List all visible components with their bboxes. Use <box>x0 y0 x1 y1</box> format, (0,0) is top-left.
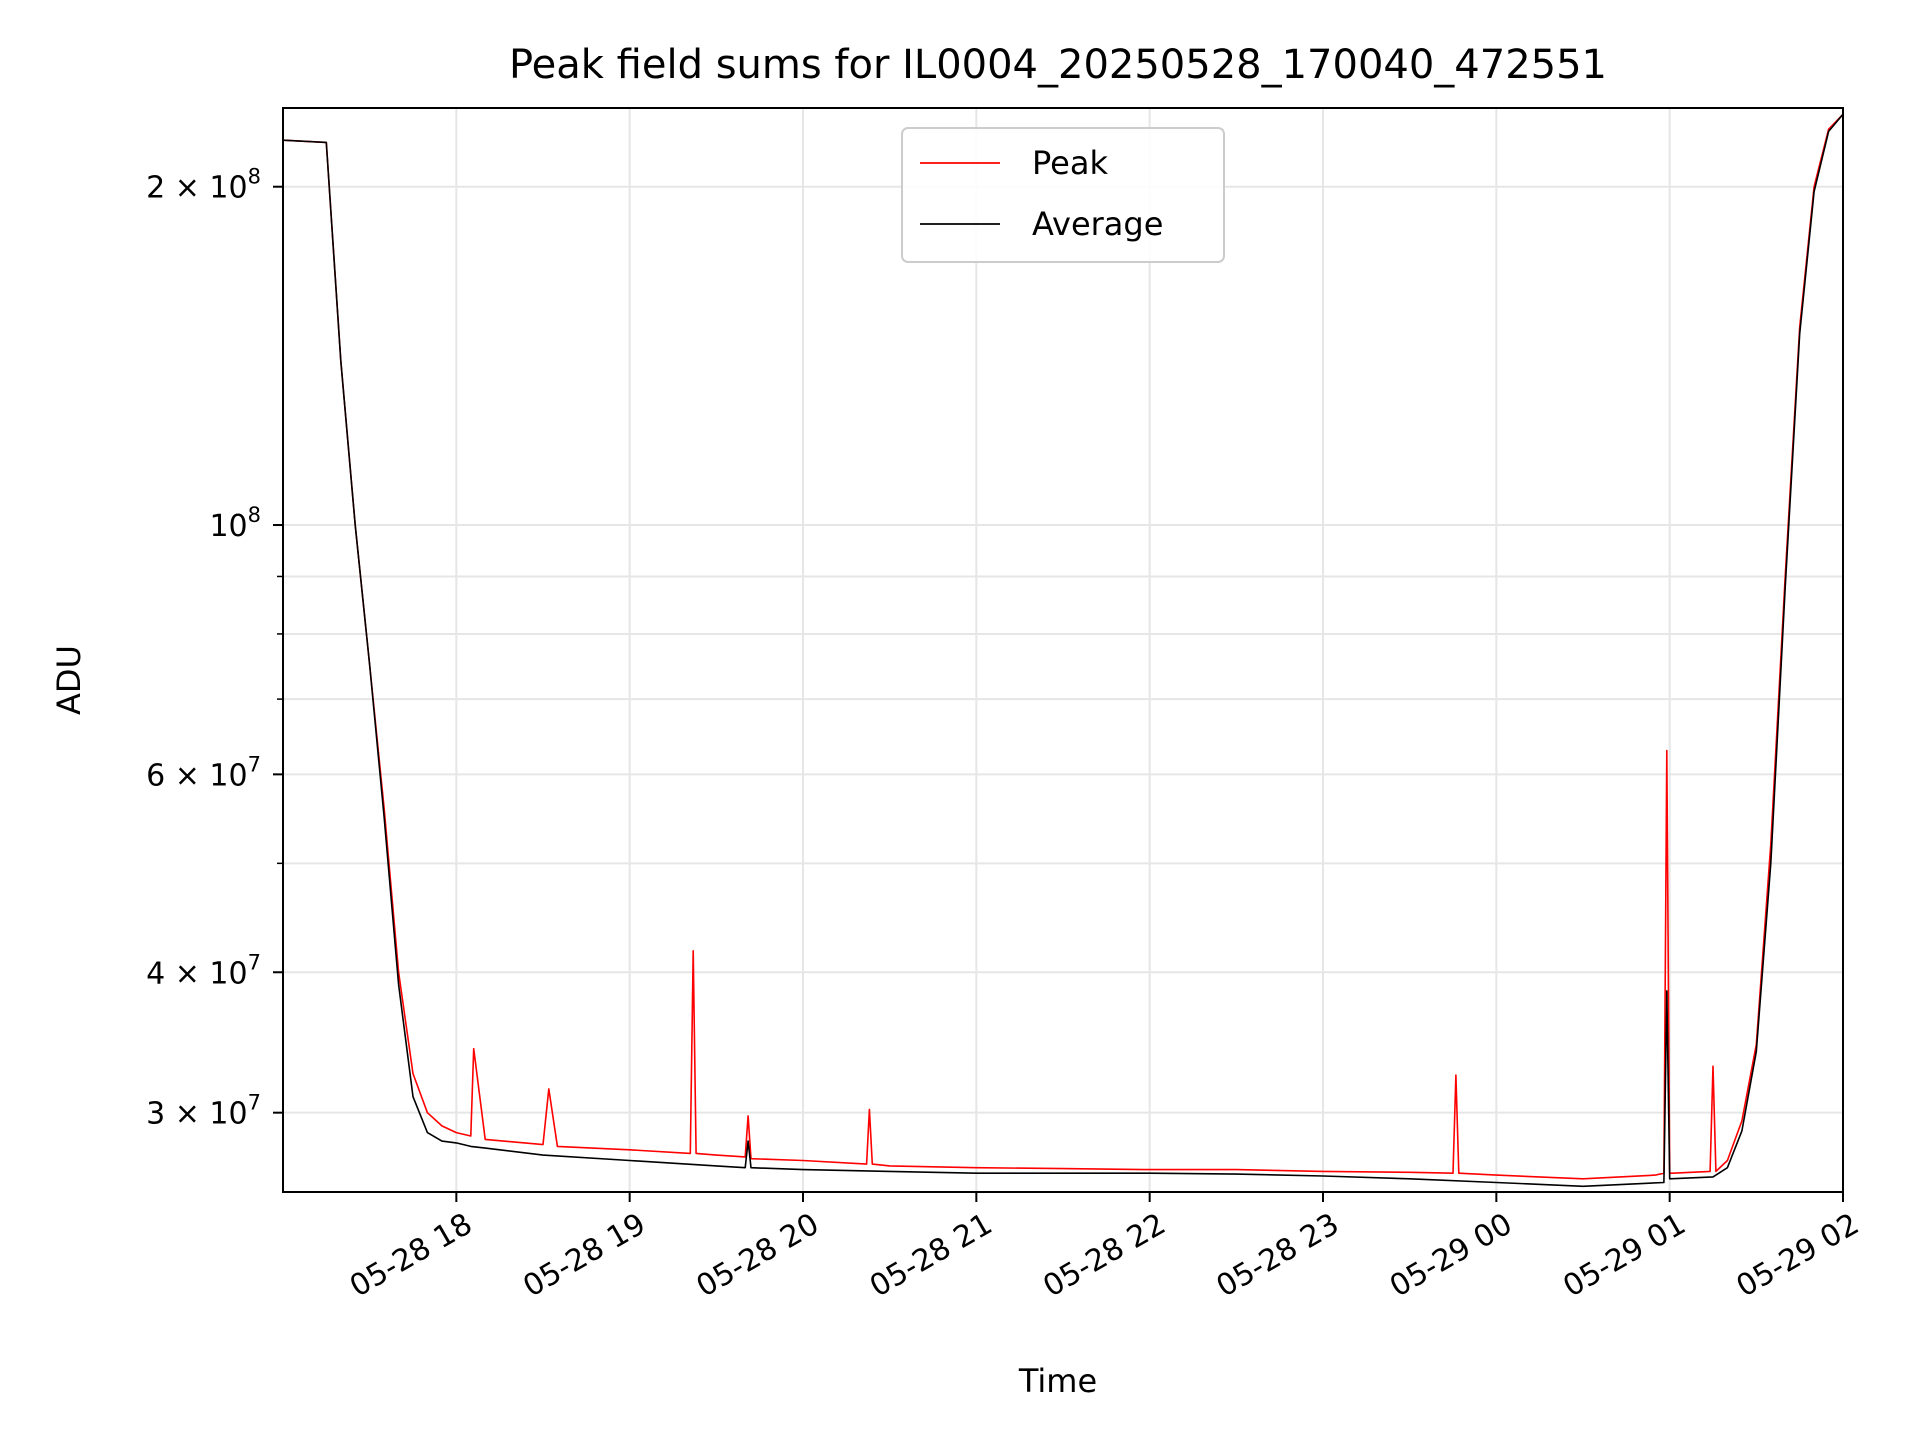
axes-frame <box>282 107 1844 1193</box>
plot-series <box>283 113 1843 1188</box>
x-axis-label: Time <box>1018 1362 1097 1400</box>
series-line-peak <box>283 113 1843 1180</box>
y-axis-label: ADU <box>50 645 88 715</box>
y-tick-label: 108 <box>209 503 261 544</box>
y-tick-label: 6 × 107 <box>146 752 261 793</box>
y-tick-label: 3 × 107 <box>146 1091 261 1132</box>
y-tick-label: 4 × 107 <box>146 950 261 991</box>
chart-title: Peak field sums for IL0004_20250528_1700… <box>509 42 1607 88</box>
y-axis: 3 × 107 4 × 107 6 × 107 108 2 × 108 <box>146 165 283 1132</box>
series-line-average <box>283 113 1843 1188</box>
legend-label-peak: Peak <box>1032 144 1108 182</box>
legend: Peak Average <box>901 127 1225 263</box>
legend-box <box>901 127 1225 263</box>
y-tick-label: 2 × 108 <box>146 165 261 206</box>
legend-label-average: Average <box>1032 205 1163 243</box>
